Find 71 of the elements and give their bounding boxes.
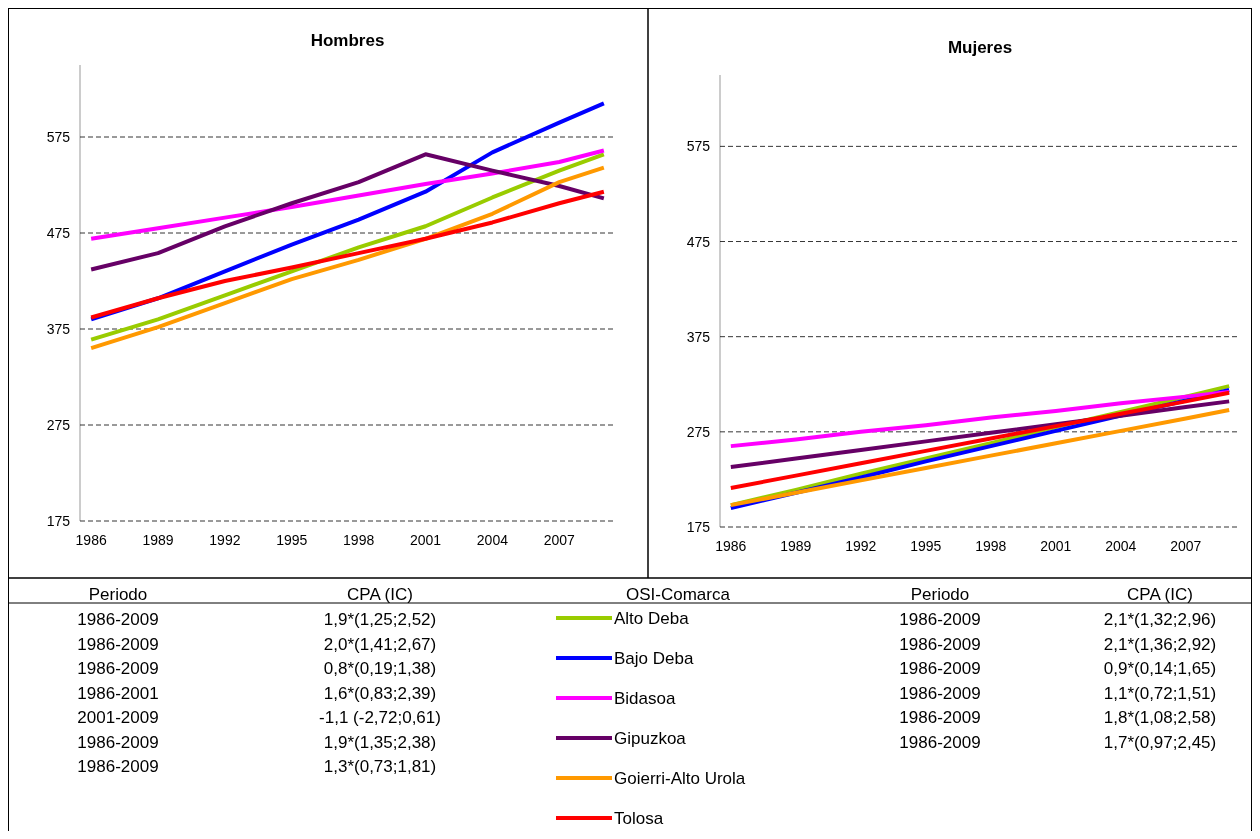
x-tick-label: 1998 xyxy=(975,538,1007,554)
y-tick-label: 475 xyxy=(46,225,71,241)
text: 1,6*(0,83;2,39) xyxy=(323,683,437,703)
text: 1986-2009 xyxy=(77,732,159,752)
line-series xyxy=(728,389,1232,449)
x-tick-label: 2001 xyxy=(409,532,442,548)
text: 1986-2009 xyxy=(77,659,159,678)
legend-title: OSI-Comarca xyxy=(626,585,731,604)
text: 0,9*(0,14;1,65) xyxy=(1103,659,1217,678)
legend-label: Tolosa xyxy=(614,809,664,828)
text: 2,1*(1,36;2,92) xyxy=(1103,634,1217,654)
x-tick-label: 1998 xyxy=(343,532,375,548)
text: 1,3*(0,73;1,81) xyxy=(323,757,437,776)
y-tick-label: 175 xyxy=(46,513,71,529)
x-tick-label: 2007 xyxy=(1170,538,1202,554)
y-tick-label: 275 xyxy=(686,423,711,440)
text: CPA (IC) xyxy=(347,585,413,604)
text: 1,7*(0,97;2,45) xyxy=(1103,732,1217,752)
text: 1986-2009 xyxy=(899,708,981,727)
text: 1,9*(1,25;2,52) xyxy=(323,610,437,629)
legend-label: Bidasoa xyxy=(614,689,676,708)
y-tick-label: 575 xyxy=(686,138,711,155)
text: 1986-2009 xyxy=(77,757,159,776)
x-tick-label: 1989 xyxy=(780,538,812,554)
legend-label: Bajo Deba xyxy=(614,649,694,668)
line-series xyxy=(89,148,606,241)
y-tick-label: 275 xyxy=(46,417,71,433)
x-tick-label: 1989 xyxy=(142,532,174,548)
text: 1986-2009 xyxy=(77,634,159,654)
x-tick-label: 1986 xyxy=(75,532,107,548)
text: 2001-2009 xyxy=(77,708,159,727)
y-tick-label: 575 xyxy=(46,129,71,145)
x-tick-label: 1995 xyxy=(910,538,942,554)
text: 2,0*(1,41;2,67) xyxy=(323,634,437,654)
text: -1,1 (-2,72;0,61) xyxy=(319,708,441,727)
text: 1986-2009 xyxy=(899,683,981,703)
line-series xyxy=(728,390,1232,490)
text: 0,8*(0,19;1,38) xyxy=(323,659,437,678)
y-tick-label: 475 xyxy=(686,233,711,250)
legend-label: Gipuzkoa xyxy=(614,729,687,748)
text: 1986-2009 xyxy=(899,732,981,752)
x-tick-label: 1995 xyxy=(276,532,308,548)
x-tick-label: 2004 xyxy=(476,532,509,548)
text: Periodo xyxy=(910,585,970,604)
x-tick-label: 2001 xyxy=(1040,538,1072,554)
text: 1986-2009 xyxy=(899,610,981,629)
text: 1,9*(1,35;2,38) xyxy=(323,732,437,752)
x-tick-label: 1986 xyxy=(715,538,747,554)
x-tick-label: 2007 xyxy=(543,532,576,548)
chart-title: Hombres xyxy=(310,31,385,50)
text: 1986-2001 xyxy=(77,683,159,703)
text: Periodo xyxy=(88,585,148,604)
x-tick-label: 1992 xyxy=(209,532,241,548)
text: 2,1*(1,32;2,96) xyxy=(1103,610,1217,629)
x-tick-label: 2004 xyxy=(1105,538,1137,554)
chart-title: Mujeres xyxy=(947,38,1013,57)
text: CPA (IC) xyxy=(1127,585,1193,604)
line-series xyxy=(89,189,606,320)
text: 1986-2009 xyxy=(899,634,981,654)
text: 1986-2009 xyxy=(77,610,159,629)
y-tick-label: 375 xyxy=(686,328,711,345)
y-tick-label: 175 xyxy=(686,519,711,535)
y-tick-label: 375 xyxy=(46,321,71,337)
x-tick-label: 1992 xyxy=(845,538,877,554)
text: 1986-2009 xyxy=(899,659,981,678)
legend-label: Goierri-Alto Urola xyxy=(614,769,746,788)
line-series xyxy=(728,407,1232,508)
text: 1,8*(1,08;2,58) xyxy=(1103,708,1217,727)
text: 1,1*(0,72;1,51) xyxy=(1103,683,1217,703)
legend-label: Alto Deba xyxy=(614,609,690,628)
line-series xyxy=(89,152,606,272)
